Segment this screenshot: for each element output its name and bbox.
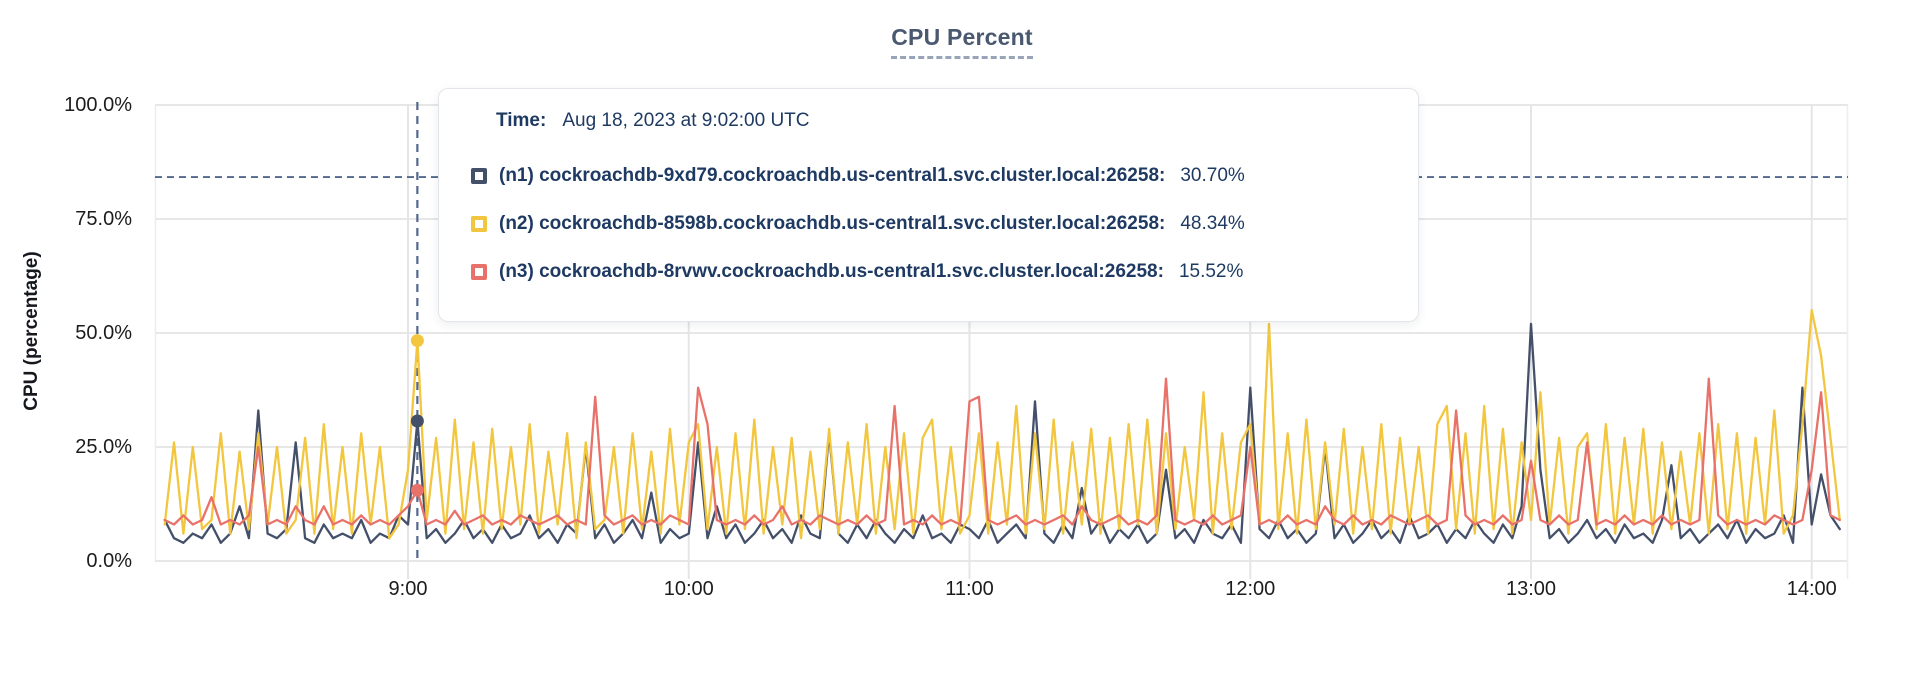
- y-axis-tick-label: 50.0%: [75, 322, 132, 344]
- series-n2-name: (n2) cockroachdb-8598b.cockroachdb.us-ce…: [499, 213, 1166, 234]
- hover-tooltip: Time: Aug 18, 2023 at 9:02:00 UTC (n1) co…: [438, 88, 1419, 322]
- series-n3-swatch-icon: [471, 264, 487, 280]
- x-axis-tick-label: 14:00: [1786, 578, 1837, 600]
- series-line-n3: [163, 377, 1841, 526]
- series-n3-value: 15.52%: [1178, 261, 1244, 282]
- x-axis-tick-label: 12:00: [1225, 578, 1276, 600]
- x-axis-tick-label: 13:00: [1505, 578, 1557, 600]
- series-n2-swatch-icon: [471, 216, 487, 232]
- x-axis-tick-label: 10:00: [663, 578, 714, 600]
- tooltip-time-label: Time:: [496, 110, 547, 131]
- series-n1-name: (n1) cockroachdb-9xd79.cockroachdb.us-ce…: [499, 165, 1166, 186]
- chart-title: CPU Percent: [891, 24, 1033, 59]
- series-line-n1: [163, 322, 1841, 544]
- y-axis-tick-label: 25.0%: [75, 436, 132, 458]
- legend-row-n1: (n1) cockroachdb-9xd79.cockroachdb.us-ce…: [471, 165, 1386, 187]
- hover-dot-n1: [410, 414, 424, 428]
- y-axis-tick-label: 75.0%: [75, 208, 132, 230]
- series-n3-name: (n3) cockroachdb-8rvwv.cockroachdb.us-ce…: [499, 261, 1164, 282]
- chart-title-wrap: CPU Percent: [0, 24, 1924, 59]
- series-line-n2: [163, 309, 1841, 540]
- y-axis-tick-label: 100.0%: [64, 94, 132, 116]
- series-n1-value: 30.70%: [1180, 165, 1245, 186]
- tooltip-time-row: Time: Aug 18, 2023 at 9:02:00 UTC: [496, 110, 1386, 132]
- hover-dot-n3: [410, 483, 424, 497]
- tooltip-time-value: Aug 18, 2023 at 9:02:00 UTC: [562, 110, 810, 131]
- y-axis-tick-label: 0.0%: [86, 550, 132, 572]
- x-axis-tick-label: 9:00: [388, 578, 428, 600]
- series-n1-swatch-icon: [471, 168, 487, 184]
- hover-dot-n2: [410, 334, 424, 348]
- x-axis-tick-label: 11:00: [945, 578, 994, 600]
- legend-row-n3: (n3) cockroachdb-8rvwv.cockroachdb.us-ce…: [471, 261, 1386, 283]
- legend-row-n2: (n2) cockroachdb-8598b.cockroachdb.us-ce…: [471, 213, 1386, 235]
- series-n2-value: 48.34%: [1180, 213, 1245, 234]
